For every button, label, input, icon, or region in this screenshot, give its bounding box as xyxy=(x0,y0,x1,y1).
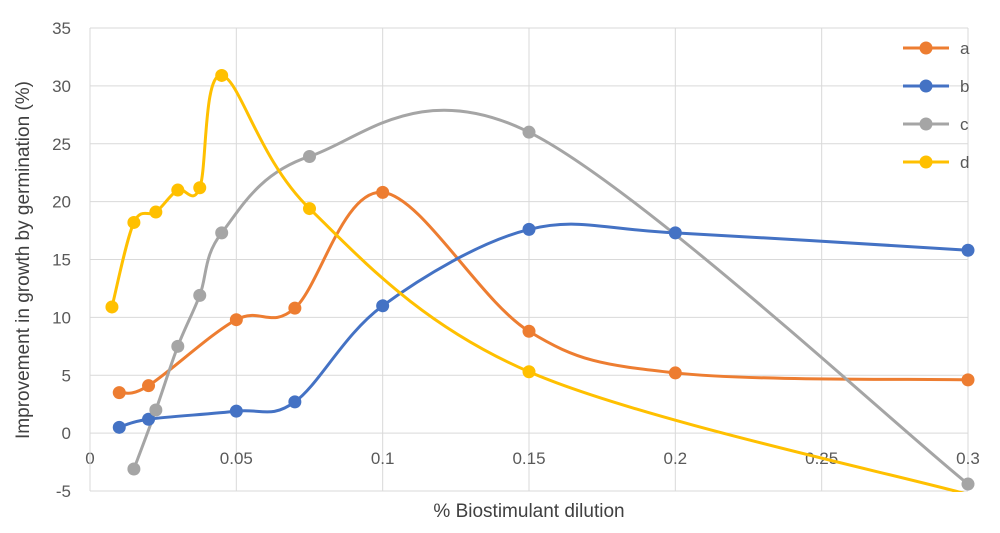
y-tick-label: 10 xyxy=(52,308,71,327)
x-tick-label: 0.2 xyxy=(664,449,688,468)
series-markers xyxy=(105,68,975,491)
x-axis-label: % Biostimulant dilution xyxy=(433,501,624,522)
series-line-b xyxy=(117,222,970,429)
data-point-b xyxy=(229,404,243,418)
legend-label-b: b xyxy=(960,77,969,96)
data-point-a xyxy=(229,313,243,327)
data-point-d xyxy=(171,183,185,197)
data-point-b xyxy=(112,420,126,434)
y-tick-label: 0 xyxy=(62,424,71,443)
data-point-a xyxy=(668,366,682,380)
x-tick-label: 0.3 xyxy=(956,449,980,468)
series-line-a xyxy=(117,190,970,395)
legend-label-d: d xyxy=(960,153,969,172)
data-point-a xyxy=(961,373,975,387)
data-point-c xyxy=(171,339,185,353)
legend-marker-c xyxy=(919,117,933,131)
data-point-b xyxy=(668,226,682,240)
x-tick-label: 0.1 xyxy=(371,449,395,468)
x-tick-label: 0.05 xyxy=(220,449,253,468)
data-point-b xyxy=(142,412,156,426)
legend-marker-b xyxy=(919,79,933,93)
data-point-c xyxy=(193,288,207,302)
series-lines xyxy=(110,73,970,492)
legend-item-d: d xyxy=(903,153,969,172)
data-point-d xyxy=(105,300,119,314)
legend-label-a: a xyxy=(960,39,970,58)
y-tick-label: -5 xyxy=(56,482,71,501)
y-tick-label: 25 xyxy=(52,135,71,154)
data-point-d xyxy=(127,215,141,229)
data-point-a xyxy=(112,386,126,400)
gridlines xyxy=(90,27,969,492)
data-point-c xyxy=(522,125,536,139)
data-point-a xyxy=(376,185,390,199)
y-tick-label: 15 xyxy=(52,251,71,270)
y-axis-label: Improvement in growth by germination (%) xyxy=(13,81,34,439)
data-point-b xyxy=(376,299,390,313)
data-point-c xyxy=(215,226,229,240)
data-point-b xyxy=(961,243,975,257)
data-point-c xyxy=(303,149,316,163)
data-point-c xyxy=(961,477,975,491)
data-point-b xyxy=(522,222,536,236)
data-point-d xyxy=(149,205,163,219)
data-point-c xyxy=(127,462,141,476)
data-point-d xyxy=(522,365,536,379)
data-point-d xyxy=(215,68,229,82)
data-point-d xyxy=(193,181,207,195)
data-point-c xyxy=(149,403,163,417)
data-point-d xyxy=(303,202,316,216)
y-tick-label: 35 xyxy=(52,19,71,38)
legend-item-a: a xyxy=(903,39,970,58)
data-point-a xyxy=(288,301,302,315)
legend-label-c: c xyxy=(960,115,969,134)
x-tick-label: 0.15 xyxy=(512,449,545,468)
y-tick-label: 20 xyxy=(52,193,71,212)
data-point-a xyxy=(522,324,536,338)
y-tick-label: 30 xyxy=(52,77,71,96)
data-point-a xyxy=(142,379,156,393)
legend-marker-d xyxy=(919,155,933,169)
data-point-b xyxy=(288,395,302,409)
y-tick-label: 5 xyxy=(62,366,71,385)
legend-item-c: c xyxy=(903,115,969,134)
legend-marker-a xyxy=(919,41,933,55)
legend-item-b: b xyxy=(903,77,969,96)
series-line-c xyxy=(132,108,970,486)
